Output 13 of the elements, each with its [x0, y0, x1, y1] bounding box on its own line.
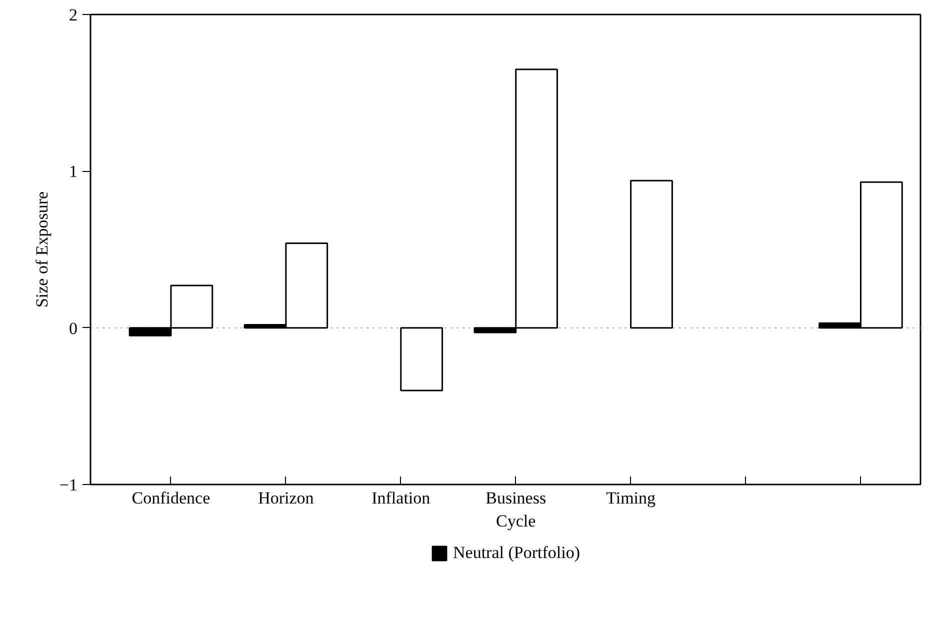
bar [630, 180, 673, 329]
x-tick-label: Confidence [132, 488, 210, 508]
x-tick-label: Inflation [372, 488, 431, 508]
bar [400, 327, 444, 392]
x-tick-label: Horizon [258, 488, 314, 508]
y-tick-label: 1 [69, 162, 78, 182]
y-tick-label: 2 [69, 6, 78, 24]
legend-label: Neutral (Portfolio) [453, 543, 580, 563]
y-axis-title: Size of Exposure [32, 191, 52, 308]
x-tick-label: Timing [606, 488, 656, 508]
y-tick-label: −1 [59, 476, 78, 494]
y-tick-label: 0 [69, 318, 78, 338]
x-tick-label: Business Cycle [486, 488, 546, 530]
